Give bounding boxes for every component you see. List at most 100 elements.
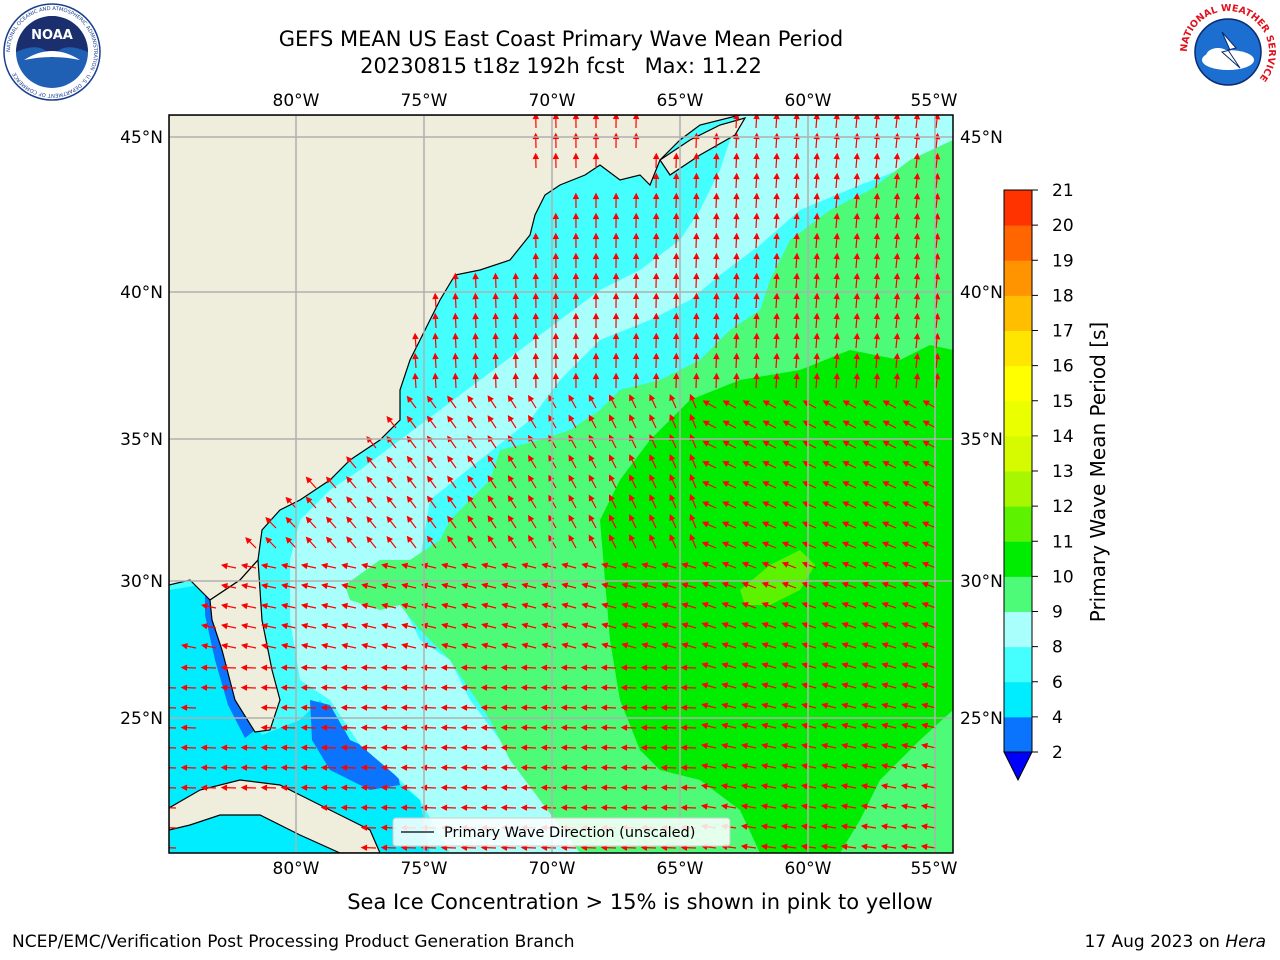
wave-direction-arrow	[733, 192, 740, 209]
wave-direction-arrow	[660, 704, 677, 711]
wave-direction-arrow	[840, 783, 857, 790]
wave-direction-arrow	[629, 494, 637, 509]
wave-direction-arrow	[480, 684, 497, 691]
wave-direction-arrow	[441, 602, 457, 609]
wave-direction-arrow	[460, 684, 477, 691]
wave-direction-arrow	[200, 684, 217, 691]
wave-direction-arrow	[841, 682, 857, 689]
wave-direction-arrow	[793, 292, 800, 309]
wave-direction-arrow	[609, 474, 617, 489]
wave-direction-arrow	[440, 684, 457, 691]
wave-direction-arrow	[669, 513, 677, 529]
wave-direction-arrow	[540, 744, 557, 751]
wave-direction-arrow	[632, 115, 640, 129]
lat-label-left: 30°N	[120, 572, 163, 592]
wave-direction-arrow	[325, 536, 337, 549]
wave-direction-arrow	[761, 561, 777, 569]
wave-direction-arrow	[406, 415, 417, 429]
wave-direction-arrow	[652, 212, 660, 229]
wave-direction-arrow	[793, 332, 800, 349]
wave-direction-arrow	[673, 292, 680, 309]
wave-direction-arrow	[773, 272, 780, 289]
wave-direction-arrow	[920, 823, 937, 830]
wave-direction-arrow	[507, 535, 517, 549]
wave-direction-arrow	[801, 541, 817, 549]
wave-direction-arrow	[733, 115, 740, 129]
wave-direction-arrow	[501, 602, 517, 609]
wave-direction-arrow	[440, 724, 457, 731]
wave-direction-arrow	[821, 682, 837, 689]
wave-direction-arrow	[472, 292, 479, 309]
wave-direction-arrow	[320, 582, 337, 590]
wave-direction-arrow	[580, 744, 597, 751]
wave-direction-arrow	[882, 400, 897, 409]
wave-direction-arrow	[452, 312, 459, 329]
colorbar-segment	[1004, 365, 1032, 402]
wave-direction-arrow	[221, 622, 237, 630]
wave-direction-arrow	[221, 562, 237, 570]
wave-direction-arrow	[340, 724, 357, 731]
wave-direction-arrow	[721, 541, 737, 549]
wave-direction-arrow	[902, 440, 917, 449]
wave-direction-arrow	[601, 602, 617, 609]
wave-direction-arrow	[460, 704, 477, 711]
wave-direction-arrow	[620, 744, 637, 751]
wave-direction-arrow	[581, 642, 597, 649]
wave-direction-arrow	[700, 763, 717, 770]
wave-direction-arrow	[820, 843, 837, 851]
wave-direction-arrow	[541, 642, 557, 649]
wave-direction-arrow	[461, 582, 477, 589]
wave-direction-arrow	[240, 744, 257, 751]
wave-direction-arrow	[300, 602, 317, 610]
wave-direction-arrow	[620, 784, 637, 791]
wave-direction-arrow	[669, 413, 677, 429]
wave-direction-arrow	[552, 252, 560, 269]
wave-direction-arrow	[360, 764, 377, 771]
colorbar-tick-label: 11	[1052, 532, 1074, 552]
land-north-america	[169, 115, 741, 601]
wave-direction-arrow	[480, 804, 497, 811]
wave-direction-arrow	[773, 152, 780, 169]
wave-direction-arrow	[541, 622, 557, 629]
wave-direction-arrow	[902, 481, 917, 489]
wave-direction-arrow	[512, 292, 519, 309]
wave-direction-arrow	[861, 561, 877, 569]
wave-direction-arrow	[900, 763, 917, 770]
wave-direction-arrow	[366, 516, 377, 529]
wave-direction-arrow	[882, 481, 897, 489]
wave-direction-arrow	[721, 622, 737, 629]
wave-direction-arrow	[761, 722, 777, 730]
wave-direction-arrow	[722, 420, 737, 429]
wave-direction-arrow	[580, 664, 597, 671]
wave-direction-arrow	[721, 702, 737, 709]
wave-direction-arrow	[713, 352, 720, 369]
wave-direction-arrow	[500, 804, 517, 811]
wave-direction-arrow	[673, 352, 680, 369]
wave-direction-arrow	[680, 784, 697, 791]
wave-direction-arrow	[773, 172, 780, 189]
colorbar-segment	[1004, 295, 1032, 331]
noaa-logo: NOAA NATIONAL OCEANIC AND ATMOSPHERIC AD…	[3, 3, 101, 101]
wave-direction-arrow	[412, 372, 419, 389]
wave-direction-arrow	[821, 662, 837, 669]
wave-direction-arrow	[461, 602, 477, 609]
wave-direction-arrow	[801, 622, 817, 629]
lat-label-left: 25°N	[120, 709, 163, 729]
wave-direction-arrow	[572, 115, 580, 129]
wave-direction-arrow	[753, 115, 760, 129]
wave-direction-arrow	[281, 562, 297, 570]
wave-direction-arrow	[340, 704, 357, 711]
wave-direction-arrow	[341, 562, 357, 570]
wave-direction-arrow	[733, 272, 740, 289]
wave-direction-arrow	[361, 582, 377, 590]
wave-direction-arrow	[532, 232, 540, 249]
wave-direction-arrow	[873, 212, 881, 229]
wave-direction-arrow	[760, 823, 777, 830]
wave-direction-arrow	[741, 561, 757, 569]
wave-direction-arrow	[580, 804, 597, 811]
wave-direction-arrow	[680, 804, 697, 811]
wave-direction-arrow	[761, 642, 777, 649]
wave-direction-arrow	[512, 272, 519, 289]
wave-direction-arrow	[552, 272, 560, 289]
wave-direction-arrow	[780, 783, 797, 790]
